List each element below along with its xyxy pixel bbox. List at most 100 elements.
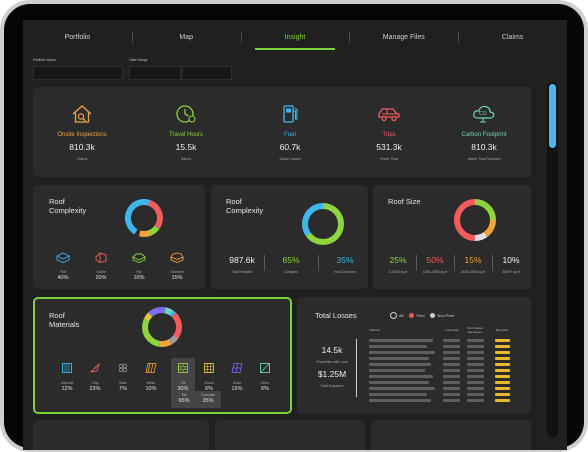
table-row[interactable] (297, 375, 531, 379)
roof-type-value: 20% (95, 275, 107, 281)
bottom-card-1 (33, 420, 209, 450)
roof-size-card: Roof Size 25% 0-1500 sq ft 50% 1500-2500… (373, 185, 531, 289)
tab-claims[interactable]: Claims (458, 20, 567, 54)
table-row[interactable] (297, 387, 531, 391)
table-cell-bar (369, 375, 433, 378)
table-cell-bar (369, 393, 427, 396)
roof-type-gable[interactable]: Gable 20% (90, 250, 112, 281)
tab-insight[interactable]: Insight (240, 20, 350, 54)
roof-type-hip[interactable]: Hip 10% (128, 250, 150, 281)
metric-fuel: Fuel 60.7k Gallon Saved (240, 104, 340, 161)
table-cell-bar (495, 351, 510, 354)
scrollbar-thumb[interactable] (549, 84, 556, 148)
tab-map[interactable]: Map (131, 20, 241, 54)
material-clay[interactable]: Clay 23% (84, 361, 106, 392)
material-value: 7% (119, 386, 127, 392)
roof-complexity-card: Roof Complexity Flat 40% Gable 20% Hip 1… (33, 185, 205, 289)
roof-complexity-summary-donut[interactable] (299, 200, 347, 248)
roof-materials-donut[interactable] (139, 304, 185, 350)
table-row[interactable] (297, 357, 531, 361)
table-row[interactable] (297, 339, 531, 343)
material-label: Clay (91, 381, 99, 385)
table-row[interactable] (297, 399, 531, 403)
roof-type-flat[interactable]: Flat 40% (52, 250, 74, 281)
table-cell-bar (443, 345, 460, 348)
table-row[interactable] (297, 345, 531, 349)
filter-non-peril-radio[interactable] (430, 313, 436, 318)
material-wood[interactable]: Wood 6% (198, 361, 220, 392)
material-other[interactable]: Other 6% (254, 361, 276, 392)
metric-onsite-inspections: Onsite Inspections 810.3k Claims (32, 104, 132, 161)
table-row[interactable] (297, 381, 531, 385)
filter-non-peril-label: Non Peril (437, 313, 454, 318)
slate-icon (118, 363, 128, 373)
table-cell-bar (369, 351, 435, 354)
card-title: Roof Size (388, 197, 421, 206)
tab-manage-files[interactable]: Manage Files (349, 20, 458, 54)
material-label: Metal (146, 381, 156, 385)
table-row[interactable] (297, 393, 531, 397)
roof-type-value: 40% (57, 275, 69, 281)
app-screen: Portfolio Map Insight Manage Files Claim… (23, 20, 567, 450)
date-range-end-input[interactable] (182, 66, 232, 80)
table-cell-bar (467, 339, 484, 342)
stat-size-small: 25% 0-1500 sq ft (388, 255, 408, 274)
table-cell-bar (369, 381, 429, 384)
roof-size-donut[interactable] (451, 196, 499, 244)
material-solar[interactable]: Solar 15% (226, 361, 248, 392)
nav-tabs: Portfolio Map Insight Manage Files Claim… (23, 20, 567, 54)
stat-total-parcels: 987.6k Total Parcels (229, 255, 255, 274)
filter-peril-radio[interactable] (409, 313, 415, 318)
asphalt-icon (62, 363, 72, 373)
material-tile[interactable]: Tile 30% (172, 361, 194, 392)
roof-complexity-summary-card: Roof Complexity 987.6k Total Parcels 65%… (211, 185, 368, 289)
table-cell-bar (495, 345, 510, 348)
clock-icon (176, 105, 196, 123)
table-row[interactable] (297, 363, 531, 367)
material-label: Slate (119, 381, 127, 385)
table-row[interactable] (297, 351, 531, 355)
table-cell-bar (467, 369, 484, 372)
other-material-icon (260, 363, 270, 373)
table-cell-bar (369, 339, 433, 342)
material-slate[interactable]: Slate 7% (112, 361, 134, 392)
metric-value: 60.7k (279, 142, 301, 152)
metric-sub: Metric Tons Reduced (467, 157, 501, 161)
table-cell-bar (443, 399, 460, 402)
hip-roof-icon (132, 253, 146, 263)
material-label: Tile (180, 381, 186, 385)
table-cell-bar (495, 399, 510, 402)
roof-type-gambrel[interactable]: Gambrel 15% (166, 250, 188, 281)
metric-carbon-footprint: CO Carbon Footprint 810.3k Metric Tons R… (434, 104, 534, 161)
material-label: Solar (232, 381, 242, 385)
material-label: Wood (204, 381, 214, 385)
table-cell-bar (495, 387, 510, 390)
roof-type-value: 10% (133, 275, 145, 281)
table-cell-bar (443, 387, 460, 390)
portfolio-name-select[interactable] (33, 66, 123, 80)
stat-non-complex: 35% Non-Complex (334, 255, 356, 274)
material-value: 15% (231, 386, 243, 392)
table-cell-bar (495, 339, 510, 342)
metric-value: 810.3k (69, 142, 95, 152)
metric-travel-hours: Travel Hours 15.5k Saved (136, 104, 236, 161)
roof-complexity-donut[interactable] (122, 196, 166, 240)
table-cell-bar (495, 369, 510, 372)
metric-label: Carbon Footprint (461, 132, 507, 138)
stat-size-large: 15% 2500-3500 sq ft (460, 255, 486, 274)
material-asphalt[interactable]: Asphalt 12% (56, 361, 78, 392)
divider (318, 255, 319, 271)
material-metal[interactable]: Metal 10% (140, 361, 162, 392)
date-range-start-input[interactable] (129, 66, 181, 80)
gambrel-roof-icon (170, 252, 184, 263)
table-cell-bar (467, 345, 484, 348)
table-row[interactable] (297, 369, 531, 373)
scrollbar[interactable] (547, 82, 558, 438)
tab-portfolio[interactable]: Portfolio (64, 33, 91, 41)
divider (416, 255, 417, 271)
tile-breakdown-tooltip: Tile 65% Concrete 35% (171, 391, 221, 408)
table-cell-bar (443, 363, 460, 366)
stat-size-medium: 50% 1500-2500 sq ft (422, 255, 448, 274)
filter-all-radio[interactable] (390, 312, 397, 319)
metric-label: Fuel (284, 132, 296, 138)
